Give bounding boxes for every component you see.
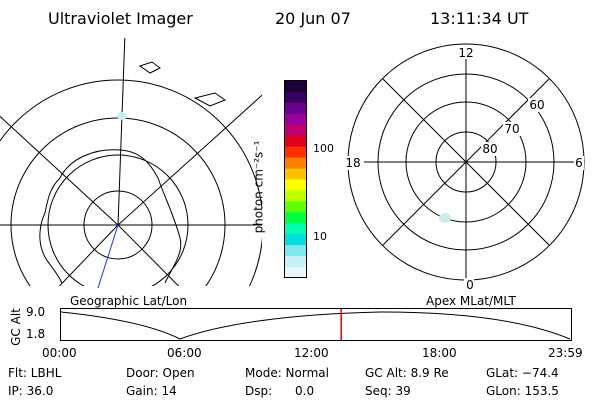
geo-meridian-nw	[0, 115, 119, 226]
dsp-status: Dsp: 0.0	[245, 384, 315, 398]
altitude-curve	[60, 311, 571, 340]
mlt-label-0: 0	[466, 278, 474, 292]
geo-meridian-north	[117, 38, 126, 226]
colorbar-cell	[285, 179, 306, 191]
lat-label-70: 70	[504, 122, 519, 136]
mlt-label-12: 12	[458, 46, 473, 60]
colorbar-cell	[285, 267, 306, 279]
colorbar-unit-label: photon cm⁻²s⁻¹	[251, 140, 266, 234]
colorbar-cell	[285, 168, 306, 180]
geo-lat-circle-60	[10, 117, 226, 286]
seq-status: Seq: 39	[365, 384, 411, 398]
filter-status: Flt: LBHL	[8, 366, 62, 380]
aurora-spot-apex	[439, 213, 451, 223]
apex-panel-label: Apex MLat/MLT	[426, 294, 516, 308]
glon-status: GLon: 153.5	[486, 384, 559, 398]
island-coast	[138, 61, 227, 107]
glat-status: GLat: −74.4	[486, 366, 559, 380]
geo-meridian-se	[117, 224, 180, 286]
colorbar-cell	[285, 201, 306, 213]
colorbar-tick-100: 100	[313, 142, 334, 155]
colorbar-tick-10: 10	[313, 230, 327, 243]
instrument-title: Ultraviolet Imager	[48, 9, 193, 28]
colorbar-cell	[285, 234, 306, 246]
geographic-map	[0, 38, 262, 289]
xtick-1200: 12:00	[294, 346, 329, 360]
mode-status: Mode: Normal	[245, 366, 329, 380]
xtick-1800: 18:00	[422, 346, 457, 360]
timeline-ytick-top: 9.0	[26, 305, 46, 319]
colorbar-cell	[285, 245, 306, 257]
colorbar-cell	[285, 81, 306, 93]
geo-meridian-ne	[117, 94, 262, 226]
date-label: 20 Jun 07	[275, 9, 351, 28]
apex-polar-plot: 12 18 6 0 60 70 80	[344, 43, 585, 292]
geo-panel-label: Geographic Lat/Lon	[70, 294, 188, 308]
timeline-ylabel: GC Alt	[8, 308, 23, 346]
colorbar	[284, 80, 307, 279]
geo-lat-circle-50	[0, 79, 262, 286]
colorbar-cell	[285, 91, 306, 104]
xtick-0600: 06:00	[167, 346, 202, 360]
mlt-label-6: 6	[575, 156, 583, 170]
colorbar-cell	[285, 223, 306, 235]
ip-status: IP: 36.0	[8, 384, 54, 398]
colorbar-cell	[285, 113, 306, 126]
apex-meridian-diag-2	[382, 78, 550, 246]
xtick-2359: 23:59	[548, 346, 583, 360]
antarctica-coast	[39, 149, 182, 284]
altitude-timeline	[60, 308, 572, 341]
aurora-spot-geo	[117, 112, 127, 120]
door-status: Door: Open	[126, 366, 195, 380]
mlt-label-18: 18	[345, 156, 360, 170]
gain-status: Gain: 14	[126, 384, 177, 398]
xtick-0000: 00:00	[42, 346, 77, 360]
colorbar-cell	[285, 124, 306, 137]
colorbar-cell	[285, 102, 306, 115]
time-label: 13:11:34 UT	[430, 9, 529, 28]
colorbar-cell	[285, 146, 306, 159]
colorbar-cell	[285, 190, 306, 202]
colorbar-cell	[285, 135, 306, 148]
gc-alt-status: GC Alt: 8.9 Re	[365, 366, 449, 380]
lat-label-60: 60	[529, 98, 544, 112]
colorbar-cell	[285, 157, 306, 170]
satellite-track-line	[97, 224, 119, 289]
colorbar-cell	[285, 212, 306, 224]
colorbar-cell	[285, 256, 306, 268]
geo-meridian-sw	[58, 224, 119, 286]
lat-label-80: 80	[482, 142, 497, 156]
timeline-ytick-bottom: 1.8	[26, 327, 46, 341]
